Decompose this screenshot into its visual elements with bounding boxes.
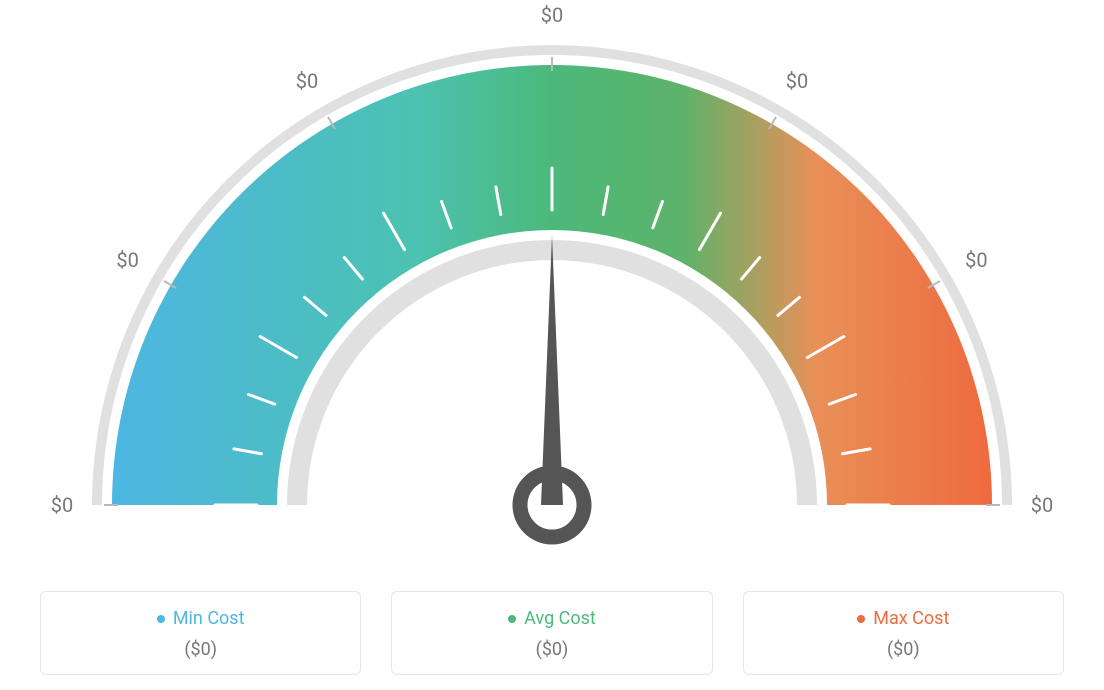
legend-title-min: Min Cost [157,608,245,629]
legend-value: ($0) [404,639,699,660]
gauge-tick-label: $0 [965,248,987,272]
gauge-tick-label: $0 [786,69,808,93]
dot-icon [508,615,516,623]
cost-gauge-container: $0 $0 $0 $0 $0 $0 $0 Min Cost ($0) Avg Cost ($… [0,0,1104,690]
legend-title-avg: Avg Cost [508,608,596,629]
gauge-tick-label: $0 [296,69,318,93]
dot-icon [157,615,165,623]
gauge-chart: $0 $0 $0 $0 $0 $0 $0 [0,0,1104,560]
legend-value: ($0) [53,639,348,660]
legend-row: Min Cost ($0) Avg Cost ($0) Max Cost ($0… [40,591,1064,676]
legend-label: Min Cost [173,608,245,629]
gauge-tick-label: $0 [1031,493,1053,517]
legend-value: ($0) [756,639,1051,660]
gauge-tick-label: $0 [51,493,73,517]
gauge-tick-label: $0 [541,3,563,27]
legend-title-max: Max Cost [857,608,949,629]
legend-card-avg: Avg Cost ($0) [391,591,712,676]
legend-card-min: Min Cost ($0) [40,591,361,676]
legend-label: Max Cost [873,608,949,629]
dot-icon [857,615,865,623]
legend-label: Avg Cost [524,608,596,629]
gauge-tick-label: $0 [116,248,138,272]
legend-card-max: Max Cost ($0) [743,591,1064,676]
gauge-svg [0,0,1104,560]
